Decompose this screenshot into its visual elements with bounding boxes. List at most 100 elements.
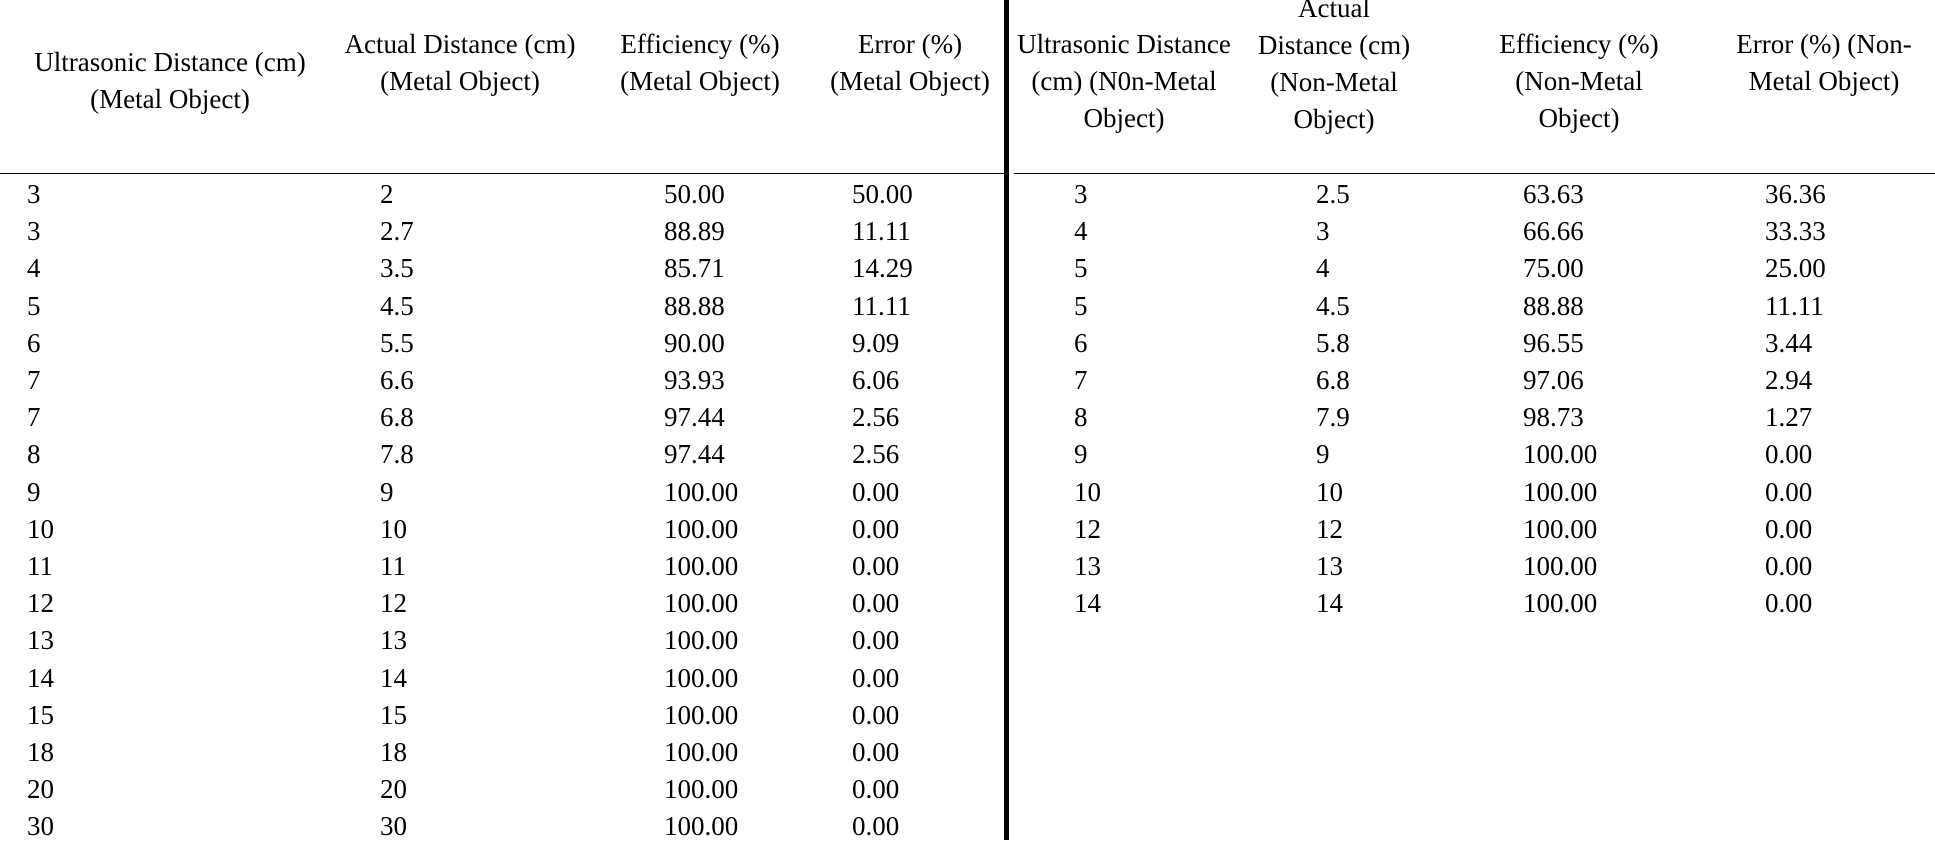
table-cell: 100.00 bbox=[664, 811, 739, 842]
metal-column-header: Error (%) (Metal Object) bbox=[830, 29, 990, 96]
table-cell: 20 bbox=[380, 774, 407, 805]
metal-column-header: Ultrasonic Distance (cm) (Metal Object) bbox=[34, 47, 306, 114]
table-cell: 15 bbox=[380, 699, 407, 730]
table-cell: 11 bbox=[380, 551, 406, 581]
table-cell: 6 bbox=[1074, 327, 1088, 358]
table-cell: 0.00 bbox=[852, 737, 900, 767]
table-cell: 93.93 bbox=[664, 365, 725, 395]
table-row: 5 4 75.00 25.00 bbox=[1014, 250, 1935, 287]
table-cell: 5 bbox=[27, 290, 41, 321]
table-cell: 96.55 bbox=[1523, 327, 1584, 358]
table-cell: 100.00 bbox=[664, 774, 739, 805]
table-cell: 30 bbox=[380, 811, 407, 842]
table-cell: 7.9 bbox=[1316, 402, 1350, 433]
table-row: 7 6.8 97.06 2.94 bbox=[1014, 362, 1935, 399]
table-cell: 7 bbox=[27, 365, 41, 395]
table-cell: 0.00 bbox=[852, 513, 900, 544]
table-cell: 25.00 bbox=[1765, 253, 1826, 284]
table-cell: 12 bbox=[27, 588, 54, 619]
table-cell: 6.8 bbox=[1316, 365, 1350, 395]
table-cell: 3 bbox=[27, 216, 41, 247]
table-cell: 100.00 bbox=[1523, 513, 1598, 544]
table-cell: 100.00 bbox=[664, 476, 739, 507]
table-cell: 0.00 bbox=[852, 476, 900, 507]
table-row: 3 2 50.00 50.00 bbox=[0, 176, 1004, 213]
table-cell: 12 bbox=[1316, 513, 1343, 544]
table-cell: 9 bbox=[380, 476, 394, 507]
table-row: 9 9 100.00 0.00 bbox=[0, 474, 1004, 511]
table-cell: 98.73 bbox=[1523, 402, 1584, 433]
table-cell: 2.56 bbox=[852, 402, 900, 433]
table-cell: 10 bbox=[27, 513, 54, 544]
table-cell: 6.06 bbox=[852, 365, 900, 395]
table-cell: 0.00 bbox=[1765, 588, 1813, 619]
table-row: 10 10 100.00 0.00 bbox=[0, 511, 1004, 548]
table-cell: 15 bbox=[27, 699, 54, 730]
table-cell: 18 bbox=[27, 737, 54, 767]
table-cell: 13 bbox=[1316, 551, 1343, 581]
table-cell: 0.00 bbox=[1765, 513, 1813, 544]
nonmetal-header-rule bbox=[1014, 173, 1935, 174]
table-cell: 50.00 bbox=[664, 179, 725, 209]
table-row: 13 13 100.00 0.00 bbox=[0, 622, 1004, 659]
metal-column-header: Efficiency (%) (Metal Object) bbox=[620, 29, 780, 96]
table-cell: 8 bbox=[27, 439, 41, 470]
table-cell: 85.71 bbox=[664, 253, 725, 284]
table-cell: 7 bbox=[27, 402, 41, 433]
table-cell: 6.6 bbox=[380, 365, 414, 395]
nonmetal-column-header: Error (%) (Non-Metal Object) bbox=[1736, 29, 1912, 96]
table-cell: 36.36 bbox=[1765, 179, 1826, 209]
table-cell: 9 bbox=[1316, 439, 1330, 470]
table-row: 20 20 100.00 0.00 bbox=[0, 771, 1004, 808]
table-cell: 2 bbox=[380, 179, 394, 209]
table-cell: 14 bbox=[1316, 588, 1343, 619]
table-cell: 2.56 bbox=[852, 439, 900, 470]
table-cell: 14 bbox=[380, 662, 407, 693]
table-cell: 63.63 bbox=[1523, 179, 1584, 209]
table-row: 13 13 100.00 0.00 bbox=[1014, 548, 1935, 585]
table-cell: 4.5 bbox=[1316, 290, 1350, 321]
table-cell: 7.8 bbox=[380, 439, 414, 470]
table-cell: 2.94 bbox=[1765, 365, 1813, 395]
table-cell: 11 bbox=[27, 551, 53, 581]
table-cell: 14 bbox=[1074, 588, 1101, 619]
table-cell: 0.00 bbox=[852, 551, 900, 581]
table-cell: 11.11 bbox=[1765, 290, 1824, 321]
table-cell: 88.88 bbox=[664, 290, 725, 321]
table-cell: 0.00 bbox=[852, 588, 900, 619]
table-row: 8 7.8 97.44 2.56 bbox=[0, 436, 1004, 473]
table-cell: 5 bbox=[1074, 290, 1088, 321]
table-cell: 3 bbox=[1316, 216, 1330, 247]
table-cell: 1.27 bbox=[1765, 402, 1813, 433]
table-cell: 2.5 bbox=[1316, 179, 1350, 209]
table-cell: 10 bbox=[1074, 476, 1101, 507]
table-row: 5 4.5 88.88 11.11 bbox=[0, 288, 1004, 325]
table-row: 11 11 100.00 0.00 bbox=[0, 548, 1004, 585]
table-cell: 33.33 bbox=[1765, 216, 1826, 247]
table-cell: 0.00 bbox=[852, 774, 900, 805]
nonmetal-column-header: Efficiency (%) (Non-Metal Object) bbox=[1499, 29, 1659, 133]
table-cell: 5 bbox=[1074, 253, 1088, 284]
table-cell: 100.00 bbox=[664, 699, 739, 730]
table-cell: 20 bbox=[27, 774, 54, 805]
table-cell: 3 bbox=[1074, 179, 1088, 209]
table-cell: 0.00 bbox=[1765, 551, 1813, 581]
table-cell: 4.5 bbox=[380, 290, 414, 321]
table-row: 18 18 100.00 0.00 bbox=[0, 734, 1004, 771]
table-row: 7 6.8 97.44 2.56 bbox=[0, 399, 1004, 436]
table-cell: 0.00 bbox=[1765, 439, 1813, 470]
table-row: 15 15 100.00 0.00 bbox=[0, 697, 1004, 734]
table-cell: 100.00 bbox=[664, 513, 739, 544]
table-row: 12 12 100.00 0.00 bbox=[1014, 511, 1935, 548]
table-cell: 0.00 bbox=[852, 699, 900, 730]
table-divider bbox=[1004, 0, 1009, 840]
metal-column-header: Actual Distance (cm) (Metal Object) bbox=[344, 29, 576, 96]
table-cell: 3.44 bbox=[1765, 327, 1813, 358]
table-cell: 10 bbox=[1316, 476, 1343, 507]
table-cell: 88.88 bbox=[1523, 290, 1584, 321]
table-cell: 3.5 bbox=[380, 253, 414, 284]
table-cell: 88.89 bbox=[664, 216, 725, 247]
table-cell: 2.7 bbox=[380, 216, 414, 247]
table-cell: 100.00 bbox=[664, 588, 739, 619]
table-cell: 100.00 bbox=[664, 662, 739, 693]
